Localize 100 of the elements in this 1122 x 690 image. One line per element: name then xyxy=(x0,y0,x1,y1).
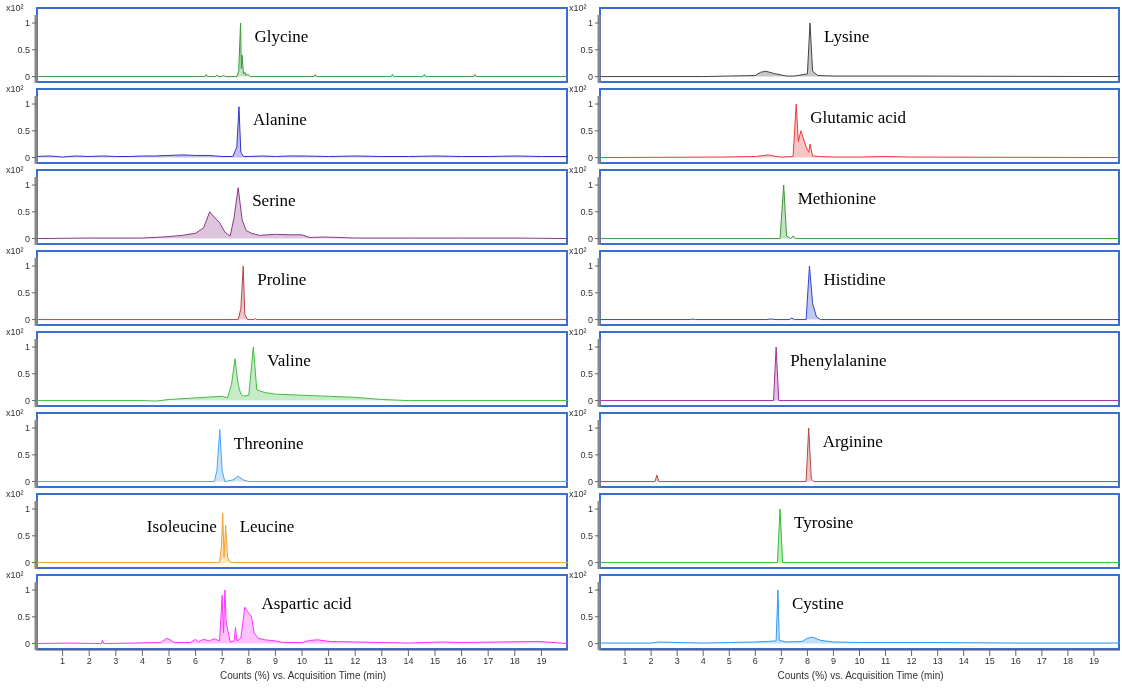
y-tick-label: 1 xyxy=(587,585,593,596)
y-tick-label: 0.5 xyxy=(17,207,30,217)
x-tick-label: 1 xyxy=(622,656,628,667)
annotation: Arginine xyxy=(822,432,883,452)
y-tick-label: 0.5 xyxy=(580,126,593,136)
y-tick-label: 0.5 xyxy=(17,531,30,541)
x-tick-label: 8 xyxy=(804,656,810,667)
x-tick-label: 2 xyxy=(648,656,654,667)
annotation: Aspartic acid xyxy=(261,594,353,614)
x-tick-label: 14 xyxy=(403,656,414,667)
y-tick-label: 0.5 xyxy=(580,531,593,541)
y-axis-title: x10² xyxy=(6,327,24,337)
y-tick-label: 0 xyxy=(587,395,593,406)
y-axis-title: x10² xyxy=(6,489,24,499)
x-tick-label: 17 xyxy=(1036,656,1047,667)
x-tick-label: 12 xyxy=(350,656,361,667)
y-tick-label: 0 xyxy=(24,638,30,649)
y-axis-title: x10² xyxy=(6,165,24,175)
y-axis-title: x10² xyxy=(569,408,587,418)
y-tick-label: 1 xyxy=(24,18,30,29)
annotation: Glycine xyxy=(254,27,309,47)
x-tick-label: 13 xyxy=(932,656,943,667)
y-tick-label: 1 xyxy=(24,99,30,110)
y-axis-title: x10² xyxy=(569,327,587,337)
y-tick-label: 0.5 xyxy=(580,45,593,55)
annotation: Lysine xyxy=(824,27,870,47)
y-tick-label: 0 xyxy=(24,395,30,406)
y-tick-label: 0 xyxy=(587,71,593,82)
y-axis-title: x10² xyxy=(569,84,587,94)
x-tick-label: 19 xyxy=(1088,656,1099,667)
y-tick-label: 1 xyxy=(587,261,593,272)
x-tick-label: 15 xyxy=(984,656,995,667)
y-tick-label: 0 xyxy=(587,476,593,487)
y-tick-label: 0 xyxy=(587,314,593,325)
y-tick-label: 1 xyxy=(587,504,593,515)
x-tick-label: 13 xyxy=(376,656,387,667)
annotation: Alanine xyxy=(252,110,307,130)
x-tick-label: 4 xyxy=(700,656,706,667)
annotation: Phenylalanine xyxy=(790,351,887,371)
y-tick-label: 0 xyxy=(24,476,30,487)
y-tick-label: 0.5 xyxy=(17,288,30,298)
x-tick-label: 11 xyxy=(323,656,334,667)
y-tick-label: 0.5 xyxy=(17,450,30,460)
y-tick-label: 0 xyxy=(24,152,30,163)
x-tick-label: 10 xyxy=(296,656,308,667)
y-tick-label: 0.5 xyxy=(580,369,593,379)
y-tick-label: 0.5 xyxy=(17,45,30,55)
y-tick-label: 1 xyxy=(587,99,593,110)
x-tick-label: 8 xyxy=(246,656,252,667)
y-tick-label: 1 xyxy=(24,423,30,434)
x-tick-label: 12 xyxy=(906,656,917,667)
x-tick-label: 2 xyxy=(86,656,92,667)
x-tick-label: 16 xyxy=(456,656,467,667)
x-tick-label: 7 xyxy=(778,656,784,667)
y-tick-label: 1 xyxy=(587,342,593,353)
x-tick-label: 9 xyxy=(272,656,278,667)
y-axis-title: x10² xyxy=(569,3,587,13)
y-axis-title: x10² xyxy=(6,3,24,13)
x-tick-label: 3 xyxy=(113,656,119,667)
y-tick-label: 0.5 xyxy=(17,612,30,622)
y-tick-label: 0 xyxy=(587,233,593,244)
y-axis-title: x10² xyxy=(569,165,587,175)
x-tick-label: 16 xyxy=(1010,656,1021,667)
y-tick-label: 1 xyxy=(587,180,593,191)
y-tick-label: 1 xyxy=(587,18,593,29)
y-tick-label: 0.5 xyxy=(17,369,30,379)
x-tick-label: 14 xyxy=(958,656,969,667)
y-tick-label: 1 xyxy=(587,423,593,434)
x-tick-label: 3 xyxy=(674,656,680,667)
x-tick-label: 6 xyxy=(752,656,758,667)
x-tick-label: 11 xyxy=(880,656,891,667)
y-tick-label: 0 xyxy=(24,233,30,244)
annotation: Isoleucine xyxy=(146,516,217,536)
x-tick-label: 1 xyxy=(60,656,66,667)
y-axis-title: x10² xyxy=(6,84,24,94)
x-tick-label: 19 xyxy=(536,656,547,667)
y-tick-label: 0.5 xyxy=(580,612,593,622)
annotation: Glutamic acid xyxy=(810,108,907,128)
x-tick-label: 6 xyxy=(193,656,199,667)
y-tick-label: 0.5 xyxy=(580,288,593,298)
y-axis-title: x10² xyxy=(6,570,24,580)
x-tick-label: 15 xyxy=(429,656,441,667)
x-tick-label: 9 xyxy=(830,656,836,667)
x-axis-title: Counts (%) vs. Acquisition Time (min) xyxy=(776,670,945,682)
x-tick-label: 5 xyxy=(166,656,172,667)
y-tick-label: 0.5 xyxy=(580,450,593,460)
y-tick-label: 0 xyxy=(587,638,593,649)
annotation: Methionine xyxy=(797,189,877,209)
annotation: Histidine xyxy=(823,270,886,290)
y-tick-label: 1 xyxy=(24,180,30,191)
x-tick-label: 17 xyxy=(483,656,494,667)
y-tick-label: 0 xyxy=(24,71,30,82)
annotation: Tyrosine xyxy=(794,513,854,533)
x-tick-label: 7 xyxy=(219,656,225,667)
y-axis-title: x10² xyxy=(569,246,587,256)
y-tick-label: 1 xyxy=(24,261,30,272)
y-axis-title: x10² xyxy=(569,570,587,580)
annotation: Threonine xyxy=(233,433,304,453)
annotation: Proline xyxy=(257,270,307,290)
x-axis-title: Counts (%) vs. Acquisition Time (min) xyxy=(218,670,388,682)
